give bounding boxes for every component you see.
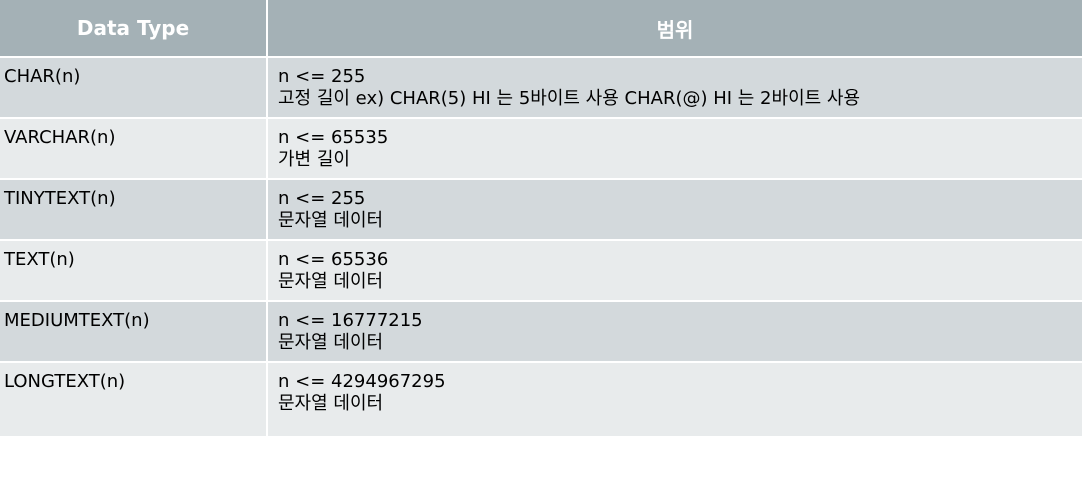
range-cell: n <= 255 고정 길이 ex) CHAR(5) HI 는 5바이트 사용 … [268, 56, 1082, 117]
type-label: LONGTEXT(n) [4, 371, 126, 392]
range-description: 고정 길이 ex) CHAR(5) HI 는 5바이트 사용 CHAR(@) H… [278, 88, 861, 109]
type-cell: TINYTEXT(n) [0, 178, 268, 239]
range-cell: n <= 65535 가변 길이 [268, 117, 1082, 178]
range-description: 문자열 데이터 [278, 210, 384, 231]
range-cell: n <= 16777215 문자열 데이터 [268, 300, 1082, 361]
range-description: 문자열 데이터 [278, 332, 384, 353]
range-description: 문자열 데이터 [278, 271, 384, 292]
type-label: TINYTEXT(n) [4, 188, 116, 209]
range-value: n <= 65536 [278, 249, 389, 270]
type-label: CHAR(n) [4, 66, 81, 87]
range-value: n <= 255 [278, 188, 366, 209]
type-cell: TEXT(n) [0, 239, 268, 300]
type-cell: LONGTEXT(n) [0, 361, 268, 436]
type-cell: MEDIUMTEXT(n) [0, 300, 268, 361]
type-cell: VARCHAR(n) [0, 117, 268, 178]
type-label: TEXT(n) [4, 249, 75, 270]
range-description: 문자열 데이터 [278, 393, 384, 414]
range-value: n <= 4294967295 [278, 371, 446, 392]
type-label: VARCHAR(n) [4, 127, 116, 148]
range-cell: n <= 65536 문자열 데이터 [268, 239, 1082, 300]
type-cell: CHAR(n) [0, 56, 268, 117]
range-cell: n <= 4294967295 문자열 데이터 [268, 361, 1082, 436]
range-value: n <= 255 [278, 66, 366, 87]
range-description: 가변 길이 [278, 149, 350, 170]
range-value: n <= 65535 [278, 127, 389, 148]
range-value: n <= 16777215 [278, 310, 423, 331]
header-range: 범위 [268, 0, 1082, 56]
range-cell: n <= 255 문자열 데이터 [268, 178, 1082, 239]
type-label: MEDIUMTEXT(n) [4, 310, 150, 331]
header-data-type: Data Type [0, 0, 268, 56]
